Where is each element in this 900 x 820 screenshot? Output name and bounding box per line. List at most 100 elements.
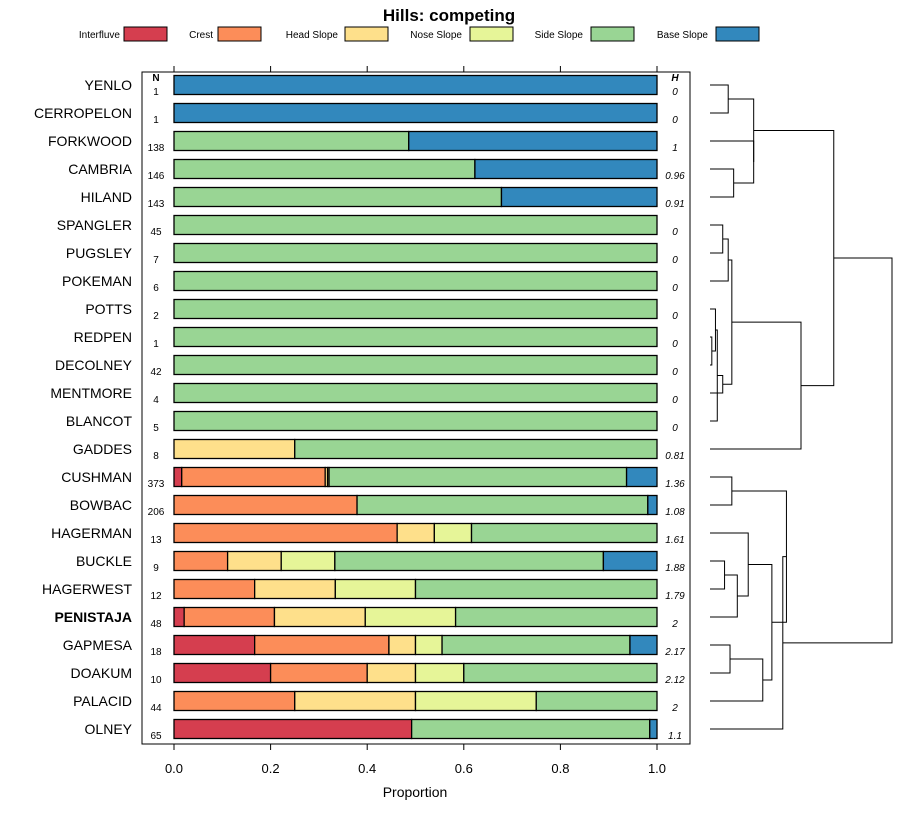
dendrogram-branch [710,308,716,352]
bar-forkwood-base-slope [408,130,658,152]
n-label-pokeman: 6 [153,283,159,294]
bar-blancot-side-slope [173,410,658,432]
category-label-penistaja: PENISTAJA [54,609,132,625]
bar-doakum-side-slope [463,662,658,684]
x-tick-label-0-8: 0.8 [551,761,569,776]
n-label-cambria: 146 [148,171,165,182]
bar-hagerwest-side-slope [414,578,658,600]
n-column-header: N [152,73,159,84]
bar-hagerman-side-slope [470,522,658,544]
legend-label-side-slope: Side Slope [535,30,584,41]
h-label-redpen: 0 [672,339,678,350]
bar-hagerman-head-slope [396,522,435,544]
n-label-gapmesa: 18 [150,647,162,658]
category-label-yenlo: YENLO [85,77,133,93]
category-label-pokeman: POKEMAN [62,273,132,289]
x-tick-label-0-0: 0.0 [165,761,183,776]
category-label-potts: POTTS [85,301,132,317]
n-label-potts: 2 [153,311,159,322]
h-label-hagerman: 1.61 [665,535,684,546]
legend-swatch-side-slope [590,26,635,42]
dendrogram-branch [710,476,733,506]
dendrogram-branch [710,224,724,254]
dendrogram-branch [710,336,713,366]
bar-penistaja-nose-slope [364,606,457,628]
h-label-doakum: 2.12 [664,675,685,686]
bar-olney-side-slope [410,718,651,740]
bar-palacid-nose-slope [414,690,537,712]
bar-bowbac-side-slope [356,494,649,516]
h-label-hiland: 0.91 [665,199,684,210]
bar-spangler-side-slope [173,214,658,236]
h-label-cerropelon: 0 [672,115,678,126]
bar-cambria-base-slope [474,158,658,180]
category-label-hagerman: HAGERMAN [51,525,132,541]
dendrogram-branch [753,130,835,387]
x-tick-label-0-2: 0.2 [262,761,280,776]
bar-buckle-side-slope [334,550,605,572]
n-label-penistaja: 48 [150,619,162,630]
legend: Interfluve Crest Head Slope Nose Slope Side … [79,26,760,42]
h-label-potts: 0 [672,311,678,322]
x-axis: 0.0 0.2 0.4 0.6 0.8 1.0 N H [141,66,691,776]
h-label-mentmore: 0 [672,395,678,406]
bar-gapmesa-interfluve [173,634,256,656]
h-label-gaddes: 0.81 [665,451,684,462]
h-label-gapmesa: 2.17 [664,647,685,658]
dendrogram-branch [710,574,738,618]
h-label-decolney: 0 [672,367,678,378]
legend-label-crest: Crest [189,30,213,41]
h-label-bowbac: 1.08 [665,507,685,518]
bar-redpen-side-slope [173,326,658,348]
bar-cushman-interfluve [173,466,183,488]
bar-doakum-crest [269,662,368,684]
x-axis-label: Proportion [383,784,448,800]
n-label-forkwood: 138 [148,143,165,154]
legend-label-nose-slope: Nose Slope [410,30,462,41]
bar-hiland-base-slope [500,186,658,208]
bar-doakum-head-slope [366,662,417,684]
n-label-olney: 65 [150,731,162,742]
dendrogram-branch [710,140,755,184]
bar-hagerman-crest [173,522,398,544]
bar-gapmesa-base-slope [629,634,658,656]
h-column-header: H [671,73,679,84]
bar-cushman-crest [181,466,326,488]
bar-hagerwest-head-slope [254,578,336,600]
dendrogram-branch [722,259,733,385]
dendrogram-branch [710,329,718,422]
category-label-hiland: HILAND [81,189,132,205]
category-label-decolney: DECOLNEY [55,357,133,373]
n-label-cushman: 373 [148,479,165,490]
h-label-forkwood: 1 [672,143,678,154]
bar-decolney-side-slope [173,354,658,376]
bar-penistaja-side-slope [454,606,658,628]
category-label-palacid: PALACID [73,693,132,709]
bar-palacid-side-slope [535,690,658,712]
bar-buckle-base-slope [602,550,658,572]
bar-olney-interfluve [173,718,413,740]
legend-swatch-crest [217,26,262,42]
chart-title: Hills: competing [383,6,515,25]
h-label-palacid: 2 [671,703,678,714]
bar-penistaja-interfluve [173,606,185,628]
bar-buckle-nose-slope [280,550,336,572]
bar-gapmesa-side-slope [441,634,631,656]
category-label-gaddes: GADDES [73,441,132,457]
h-label-penistaja: 2 [671,619,678,630]
bar-yenlo-base-slope [173,74,658,96]
bar-buckle-crest [173,550,229,572]
legend-swatch-nose-slope [469,26,514,42]
n-label-hiland: 143 [148,199,165,210]
category-label-spangler: SPANGLER [57,217,132,233]
dendrogram-branch [710,238,729,282]
bar-cushman-side-slope [328,466,628,488]
dendrogram-branch [710,560,726,590]
n-label-spangler: 45 [150,227,162,238]
bar-bowbac-crest [173,494,358,516]
legend-swatch-head-slope [344,26,389,42]
category-label-cerropelon: CERROPELON [34,105,132,121]
bar-gaddes-side-slope [294,438,658,460]
dendrogram-branch [782,257,893,644]
